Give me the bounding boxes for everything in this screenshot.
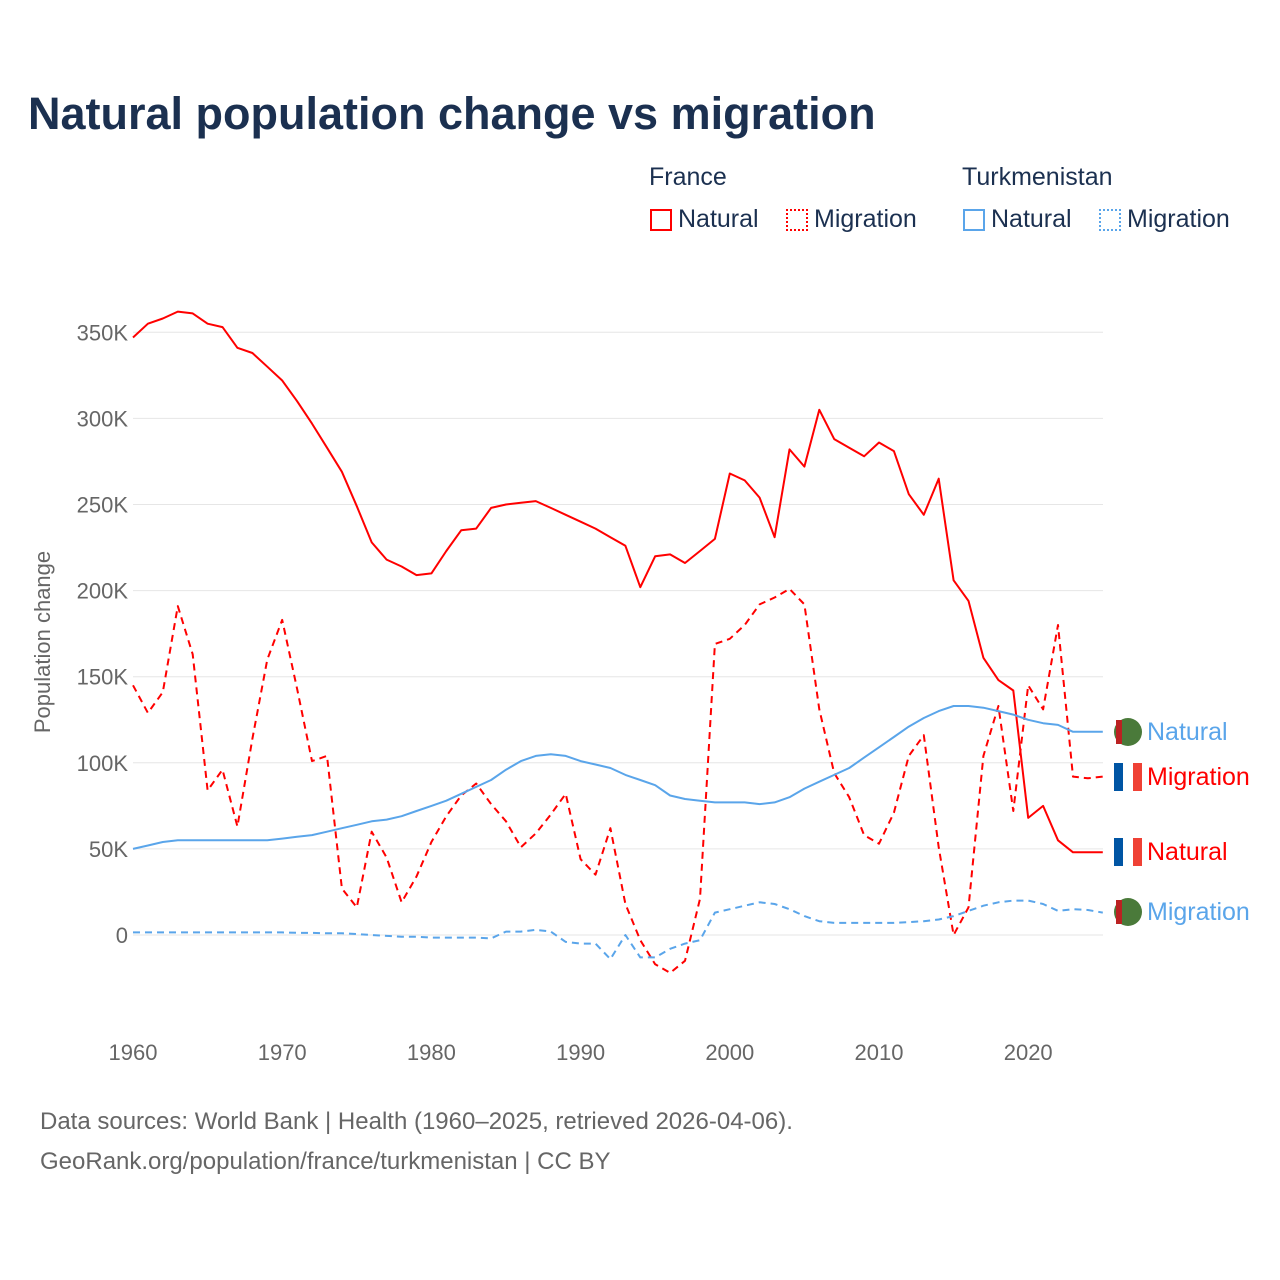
legend-label: Natural — [991, 205, 1072, 233]
legend-swatch-solid-blue — [963, 208, 985, 231]
legend-group-turkmenistan: Turkmenistan — [962, 163, 1113, 191]
series-line-france-natural — [132, 310, 1103, 854]
x-tick-label: 1980 — [407, 1040, 456, 1065]
flag-france-red — [1133, 763, 1142, 791]
legend-france-migration[interactable]: Migration — [786, 205, 917, 234]
end-label: Natural — [1147, 838, 1228, 866]
legend-group-france: France — [649, 163, 727, 191]
y-tick-label: 200K — [77, 579, 129, 604]
y-tick-label: 350K — [77, 320, 129, 345]
y-tick-label: 300K — [77, 406, 129, 431]
end-label: Migration — [1147, 763, 1250, 791]
flag-france-red — [1133, 838, 1142, 866]
x-tick-label: 2010 — [855, 1040, 904, 1065]
x-tick-label: 1960 — [109, 1040, 158, 1065]
flag-france-blue — [1114, 838, 1123, 866]
y-axis-label: Population change — [30, 551, 55, 733]
flag-france-blue — [1114, 763, 1123, 791]
x-tick-label: 1970 — [258, 1040, 307, 1065]
series-line-turkmenistan-natural — [132, 705, 1103, 850]
legend-france-natural[interactable]: Natural — [650, 205, 759, 234]
y-tick-label: 100K — [77, 751, 129, 776]
legend-swatch-dotted-red — [786, 208, 808, 231]
legend-turkmenistan-natural[interactable]: Natural — [963, 205, 1072, 234]
y-tick-label: 250K — [77, 493, 129, 518]
legend-turkmenistan-migration[interactable]: Migration — [1099, 205, 1230, 234]
x-tick-label: 2000 — [705, 1040, 754, 1065]
legend-label: Natural — [678, 205, 759, 233]
legend-swatch-dotted-blue — [1099, 208, 1121, 231]
source-url[interactable]: GeoRank.org/population/france/turkmenist… — [40, 1148, 611, 1175]
legend-label: Migration — [814, 205, 917, 233]
x-tick-label: 2020 — [1004, 1040, 1053, 1065]
series-line-turkmenistan-migration — [133, 899, 1103, 961]
end-label: Migration — [1147, 898, 1250, 926]
y-tick-label: 150K — [77, 665, 129, 690]
flag-turkmenistan-stripe — [1116, 720, 1122, 744]
legend-swatch-solid-red — [650, 208, 672, 231]
end-label: Natural — [1147, 718, 1228, 746]
legend-label: Migration — [1127, 205, 1230, 233]
y-tick-label: 0 — [116, 923, 128, 948]
series-line-france-migration — [132, 587, 1103, 974]
flag-turkmenistan-stripe — [1116, 900, 1122, 924]
x-tick-label: 1990 — [556, 1040, 605, 1065]
chart-title: Natural population change vs migration — [28, 88, 876, 139]
source-note: Data sources: World Bank | Health (1960–… — [40, 1108, 793, 1135]
y-tick-label: 50K — [89, 837, 128, 862]
